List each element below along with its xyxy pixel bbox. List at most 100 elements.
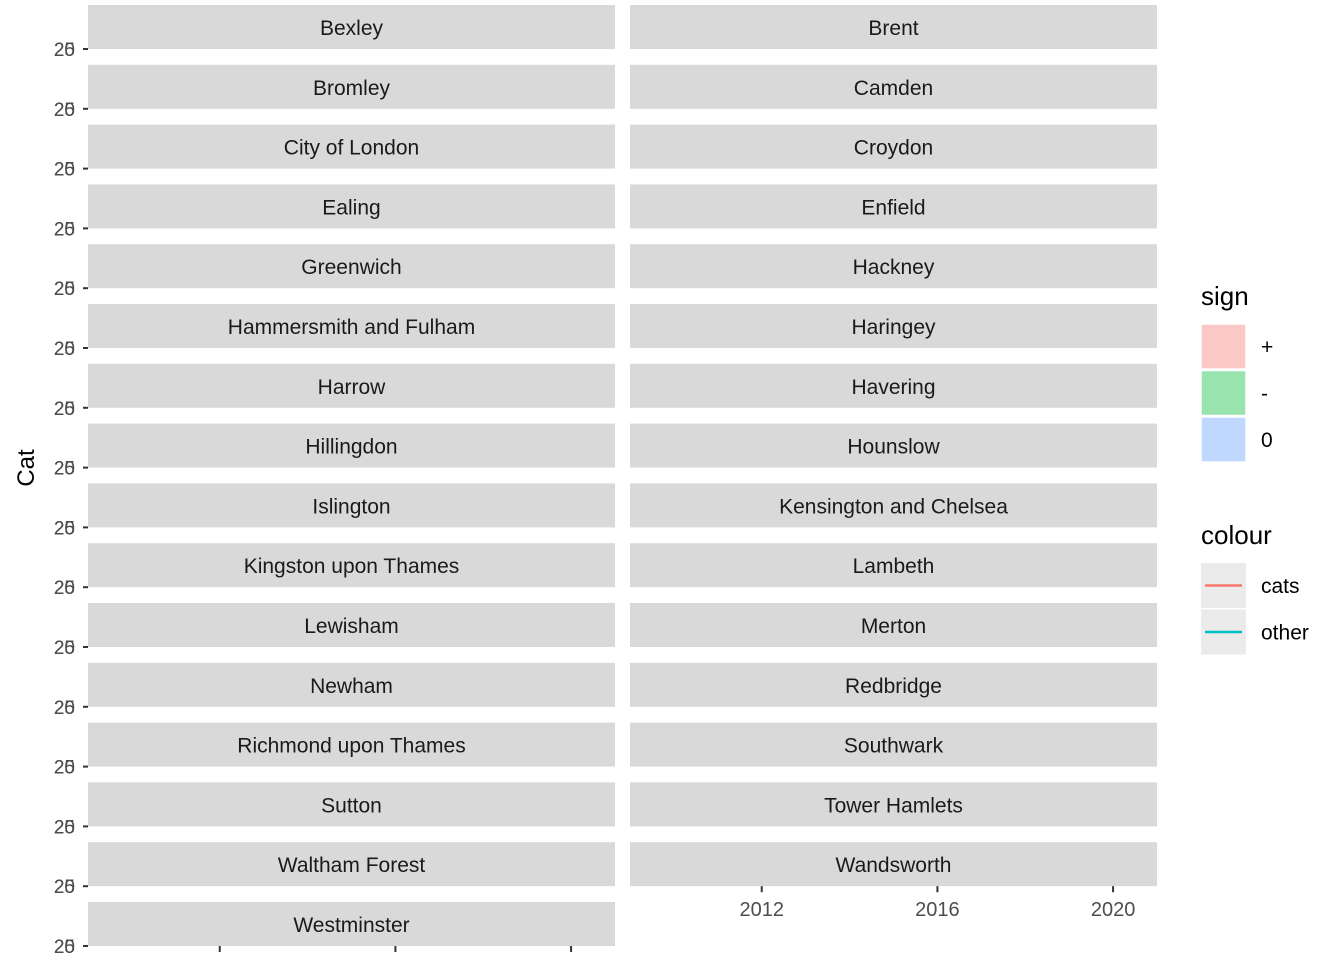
facet-strip-label: Haringey [851, 316, 936, 339]
y-tick-label: 25 [54, 817, 75, 838]
y-tick-label: 20 [54, 578, 75, 599]
y-axis-title: Cat [13, 449, 40, 487]
facet-panel: Havering [630, 363, 1157, 408]
facet-strip-label: Greenwich [301, 256, 401, 279]
facet-strip [630, 423, 1157, 468]
y-tick-label: 20 [54, 339, 75, 360]
facet-panel: Haringey [630, 304, 1157, 348]
facet-panel: Greenwich [88, 244, 615, 289]
facet-strip-label: Lambeth [853, 555, 935, 578]
facet-strip [88, 543, 615, 588]
facet-panel: Hammersmith and Fulham [88, 304, 615, 348]
y-tick-label: 25 [54, 578, 75, 599]
facet-strip-label: Sutton [321, 794, 382, 817]
facet-panel: Hounslow [630, 423, 1157, 468]
facet-panel: Enfield [630, 184, 1157, 229]
facet-panel: Richmond upon Thames [88, 722, 615, 767]
y-tick-label: 25 [54, 219, 75, 240]
axes: 2025202520252025202520252025202520252025… [54, 40, 1135, 960]
legend-title: colour [1201, 520, 1272, 550]
facet-panel: Brent [630, 5, 1157, 49]
legend-swatch [1200, 416, 1247, 463]
facet-strip-label: Lewisham [304, 615, 399, 638]
x-tick-label: 2020 [1091, 899, 1136, 921]
facet-strip-label: Ealing [322, 196, 380, 219]
facet-strip-label: Bexley [320, 17, 384, 40]
legend-key [1200, 323, 1247, 370]
facet-strip [630, 483, 1157, 528]
legend-swatch [1200, 369, 1247, 417]
facet-panels: Bexley Brent Bromley Camden City of London Cr… [88, 5, 1157, 946]
facet-strip-label: City of London [284, 137, 419, 160]
facet-strip [88, 64, 615, 109]
y-tick-label: 25 [54, 758, 75, 779]
y-tick-label: 25 [54, 698, 75, 719]
legend-label: - [1261, 383, 1268, 406]
facet-strip [630, 244, 1157, 289]
facet-strip [630, 543, 1157, 588]
legends: sign + - 0 colour cats other [1200, 281, 1309, 655]
y-tick-label: 25 [54, 638, 75, 659]
y-tick-label: 20 [54, 758, 75, 779]
facet-panel: Westminster [88, 902, 615, 946]
facet-strip-label: Tower Hamlets [824, 794, 963, 817]
facet-panel: City of London [88, 124, 615, 169]
facet-panel: Kensington and Chelsea [630, 483, 1157, 528]
facet-strip [630, 722, 1157, 767]
facet-strip [88, 902, 615, 946]
facet-strip-label: Havering [851, 376, 935, 399]
facet-strip [630, 782, 1157, 827]
legend-label: other [1261, 622, 1309, 645]
facet-strip-label: Brent [868, 17, 918, 40]
facet-panel: Southwark [630, 722, 1157, 767]
legend-key [1201, 609, 1246, 655]
legend-sign: sign + - 0 [1200, 281, 1273, 463]
legend-key [1200, 369, 1247, 417]
facet-strip-label: Redbridge [845, 675, 942, 698]
y-tick-label: 20 [54, 459, 75, 480]
facet-panel: Tower Hamlets [630, 782, 1157, 827]
facet-strip [630, 603, 1157, 647]
facet-strip [88, 842, 615, 887]
facet-strip [88, 363, 615, 408]
y-tick-label: 20 [54, 698, 75, 719]
y-tick-label: 25 [54, 937, 75, 958]
facet-panel: Kingston upon Thames [88, 543, 615, 588]
y-tick-label: 20 [54, 877, 75, 898]
facet-panel: Sutton [88, 782, 615, 827]
legend-swatch [1200, 323, 1247, 370]
facet-strip [88, 722, 615, 767]
facet-strip [630, 5, 1157, 49]
facet-strip [88, 304, 615, 348]
facet-strip [630, 124, 1157, 169]
facet-strip-label: Wandsworth [836, 854, 952, 877]
facet-panel: Croydon [630, 124, 1157, 169]
facet-strip-label: Westminster [293, 914, 409, 937]
facet-panel: Redbridge [630, 662, 1157, 707]
legend-key [1200, 416, 1247, 463]
facet-panel: Bromley [88, 64, 615, 109]
facet-strip [88, 603, 615, 647]
facet-strip-label: Enfield [861, 196, 925, 219]
facet-strip-label: Hackney [853, 256, 935, 279]
facet-strip [88, 423, 615, 468]
facet-strip [630, 64, 1157, 109]
facet-strip [88, 184, 615, 229]
y-tick-label: 25 [54, 160, 75, 181]
facet-strip [630, 662, 1157, 707]
y-tick-label: 20 [54, 638, 75, 659]
y-tick-label: 20 [54, 279, 75, 300]
y-tick-label: 20 [54, 937, 75, 958]
facet-panel: Hillingdon [88, 423, 615, 468]
y-tick-label: 20 [54, 40, 75, 61]
legend-colour: colour cats other [1201, 520, 1309, 655]
facet-strip-label: Croydon [854, 137, 933, 160]
facet-strip-label: Newham [310, 675, 393, 698]
facet-panel: Waltham Forest [88, 842, 615, 887]
legend-label: + [1261, 336, 1273, 359]
facet-strip-label: Bromley [313, 77, 391, 100]
facet-strip-label: Richmond upon Thames [237, 735, 465, 758]
y-tick-label: 20 [54, 518, 75, 539]
facet-panel: Ealing [88, 184, 615, 229]
